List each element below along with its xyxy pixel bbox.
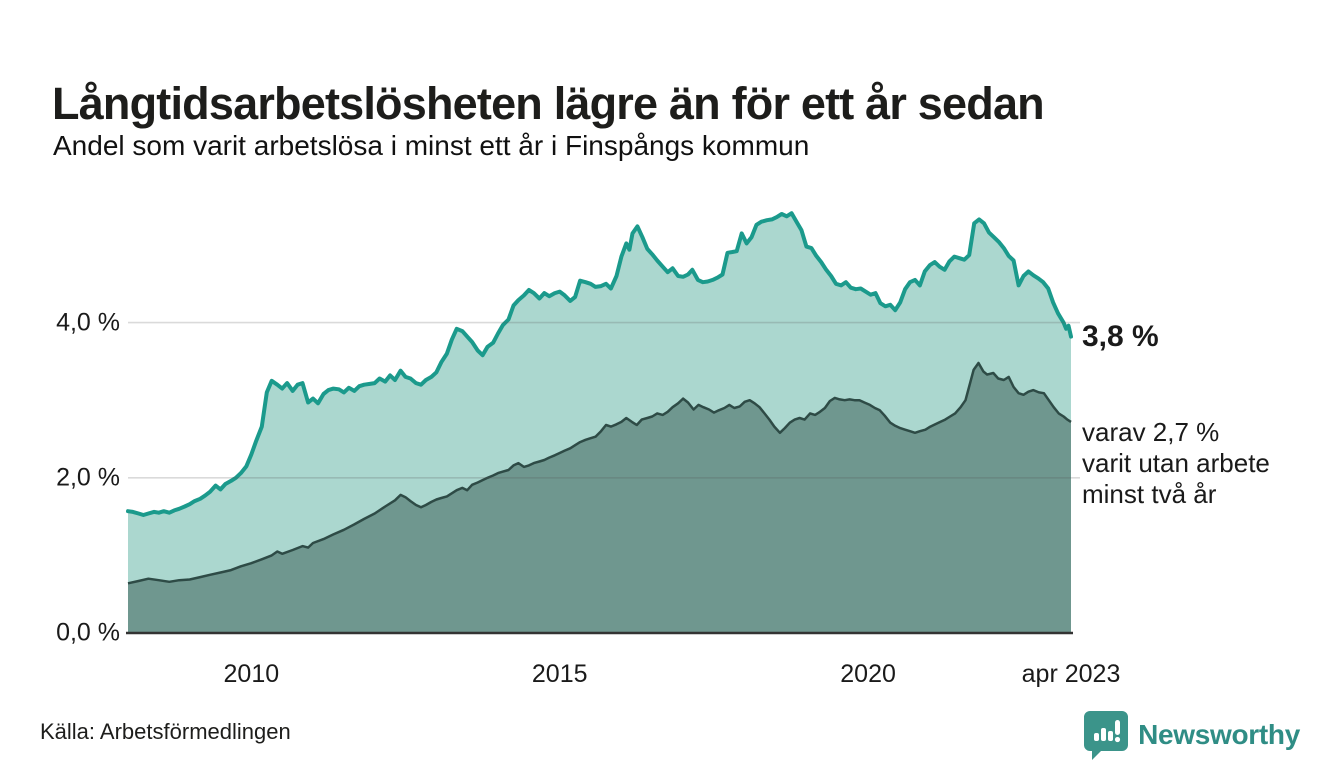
- series-line-minst-tva-ar: [127, 361, 1072, 585]
- y-tick-label-2: 2,0 %: [56, 463, 120, 492]
- newsworthy-logo: Newsworthy: [1084, 706, 1300, 764]
- source-credit: Källa: Arbetsförmedlingen: [40, 719, 291, 744]
- series-area-minst-tva-ar: [128, 363, 1071, 633]
- chart-subtitle: Andel som varit arbetslösa i minst ett å…: [53, 130, 810, 161]
- end-value-label: 3,8 %: [1082, 320, 1159, 353]
- x-tick-label-2015: 2015: [531, 660, 588, 688]
- newsworthy-logo-text: Newsworthy: [1138, 719, 1300, 750]
- x-tick-label-2010: 2010: [223, 660, 280, 688]
- end-note-line1: varav 2,7 %: [1082, 417, 1220, 447]
- y-tick-label-0: 0,0 %: [56, 618, 120, 647]
- page-title: Långtidsarbetslösheten lägre än för ett …: [52, 78, 1045, 130]
- x-tick-label-apr-2023: apr 2023: [1021, 660, 1121, 688]
- end-note-line2: varit utan arbete: [1082, 448, 1270, 478]
- newsworthy-logo-icon: [1084, 711, 1129, 760]
- end-note-line3: minst två år: [1082, 479, 1217, 509]
- x-tick-label-2020: 2020: [840, 660, 896, 688]
- series-line-minst-ett-ar: [126, 211, 1073, 517]
- y-tick-label-4: 4,0 %: [56, 308, 120, 337]
- end-note-label: varav 2,7 % varit utan arbete minst två …: [1082, 417, 1312, 510]
